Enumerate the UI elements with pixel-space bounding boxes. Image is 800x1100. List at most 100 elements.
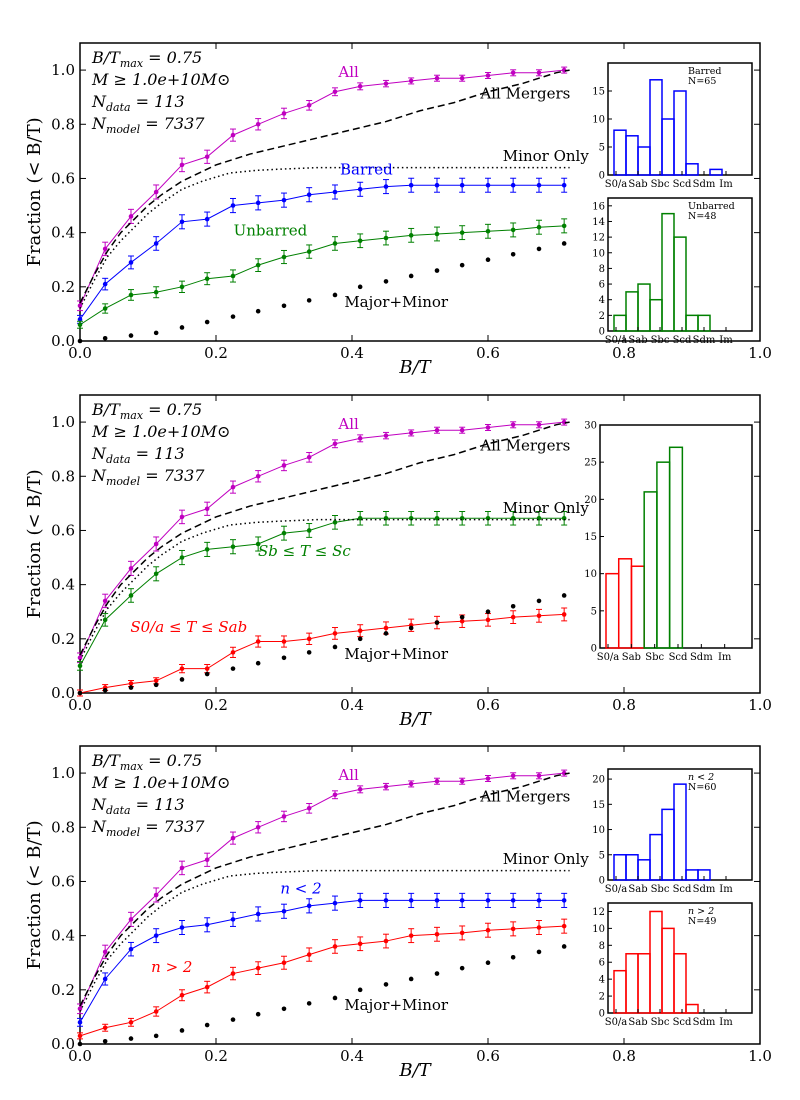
series-label: All <box>337 63 359 81</box>
data-point <box>128 260 134 265</box>
plot-frame <box>79 42 761 342</box>
data-point <box>332 995 338 1001</box>
data-point <box>77 1033 83 1039</box>
inset-x-tick-label: S0/a <box>605 1017 628 1028</box>
data-point <box>102 281 108 287</box>
data-point <box>434 182 440 188</box>
minor-only-label: Minor Only <box>503 147 590 165</box>
data-point <box>357 436 363 441</box>
data-point <box>77 322 83 328</box>
data-point <box>128 593 134 598</box>
hist-bar <box>685 163 699 176</box>
data-point <box>510 70 516 76</box>
panel-2: 0.0 0.2 0.4 0.6 0.8 1.0 0.0 0.2 0.4 0.6 0.8 1.0 B/T F… <box>24 394 772 730</box>
data-point <box>255 639 261 644</box>
hist-bar <box>685 1003 699 1014</box>
data-point <box>153 330 159 336</box>
hist-bar <box>709 168 723 176</box>
data-point <box>230 917 236 922</box>
data-point <box>153 241 159 246</box>
x-tick-label: 0.6 <box>476 344 500 362</box>
data-point <box>434 268 440 273</box>
data-point <box>408 430 414 436</box>
data-point <box>408 625 414 631</box>
series-n-2 <box>77 918 568 1040</box>
data-point <box>255 473 261 479</box>
data-point <box>434 75 440 81</box>
y-tick-label: 0.0 <box>51 684 75 702</box>
data-point <box>434 971 440 976</box>
data-point <box>510 604 516 609</box>
data-point <box>128 214 134 219</box>
data-point <box>281 463 287 468</box>
series-label: Unbarred <box>234 221 308 239</box>
inset-x-tick-label: Sbc <box>645 652 664 663</box>
series-line <box>79 518 570 661</box>
data-point <box>357 238 363 244</box>
y-tick-label: 0.2 <box>51 630 75 648</box>
y-tick-label: 1.0 <box>51 764 75 782</box>
data-point <box>230 484 236 490</box>
y-tick-label: 0.4 <box>51 224 75 242</box>
y-axis-label: Fraction (< B/T) <box>24 820 45 969</box>
data-point <box>510 898 516 903</box>
data-point <box>204 506 210 512</box>
data-point <box>332 631 338 636</box>
inset-x-tick-label: Sab <box>628 1017 647 1028</box>
series-major-minor <box>77 593 567 696</box>
series-label: Barred <box>340 160 393 178</box>
data-point <box>485 617 491 623</box>
plot-frame <box>79 745 761 1045</box>
data-point <box>77 303 83 309</box>
data-point <box>128 946 134 952</box>
series-line <box>79 421 570 656</box>
data-point <box>485 73 491 78</box>
data-point <box>153 541 159 547</box>
data-point <box>204 922 210 928</box>
inset-y-tick-label: 4 <box>599 975 605 986</box>
inset-y-tick-label: 10 <box>592 825 605 836</box>
inset-x-tick-label: S0/a <box>605 335 628 346</box>
hist-bar <box>673 953 687 1014</box>
series-line <box>79 225 565 326</box>
inset-y-tick-label: 4 <box>599 295 605 306</box>
data-point <box>281 960 287 966</box>
data-point <box>536 949 542 955</box>
stat-line: Ndata = 113 <box>91 795 185 817</box>
series-s0-a-t-sab <box>77 607 568 697</box>
data-point <box>459 182 465 188</box>
data-point <box>153 933 159 938</box>
data-point <box>332 241 338 246</box>
data-point <box>281 655 287 661</box>
data-point <box>255 965 261 971</box>
data-point <box>332 89 338 95</box>
inset-title: n > 2 <box>688 906 714 917</box>
plot-frame <box>79 394 761 694</box>
data-point <box>536 70 542 76</box>
data-point <box>102 949 108 955</box>
data-point <box>77 1041 83 1047</box>
series-major-minor <box>77 944 567 1047</box>
data-point <box>179 219 185 225</box>
data-point <box>357 898 363 903</box>
data-point <box>128 917 134 922</box>
data-point <box>459 614 465 620</box>
inset-x-tick-label: Im <box>719 884 733 895</box>
stat-line: Nmodel = 7337 <box>91 114 205 136</box>
data-point <box>204 319 210 325</box>
inset-n-label: N=49 <box>688 916 716 927</box>
x-tick-label: 0.4 <box>340 1047 364 1065</box>
data-point <box>510 182 516 188</box>
series-all <box>77 769 568 1015</box>
inset-x-tick-label: Im <box>718 652 732 663</box>
data-point <box>306 636 312 642</box>
data-point <box>459 618 465 624</box>
y-tick-label: 0.4 <box>51 927 75 945</box>
data-point <box>230 203 236 208</box>
series-minor-only <box>79 166 570 309</box>
y-tick-label: 0.2 <box>51 278 75 296</box>
data-point <box>485 960 491 966</box>
data-point <box>536 898 542 903</box>
data-point <box>306 192 312 198</box>
data-point <box>230 544 236 550</box>
